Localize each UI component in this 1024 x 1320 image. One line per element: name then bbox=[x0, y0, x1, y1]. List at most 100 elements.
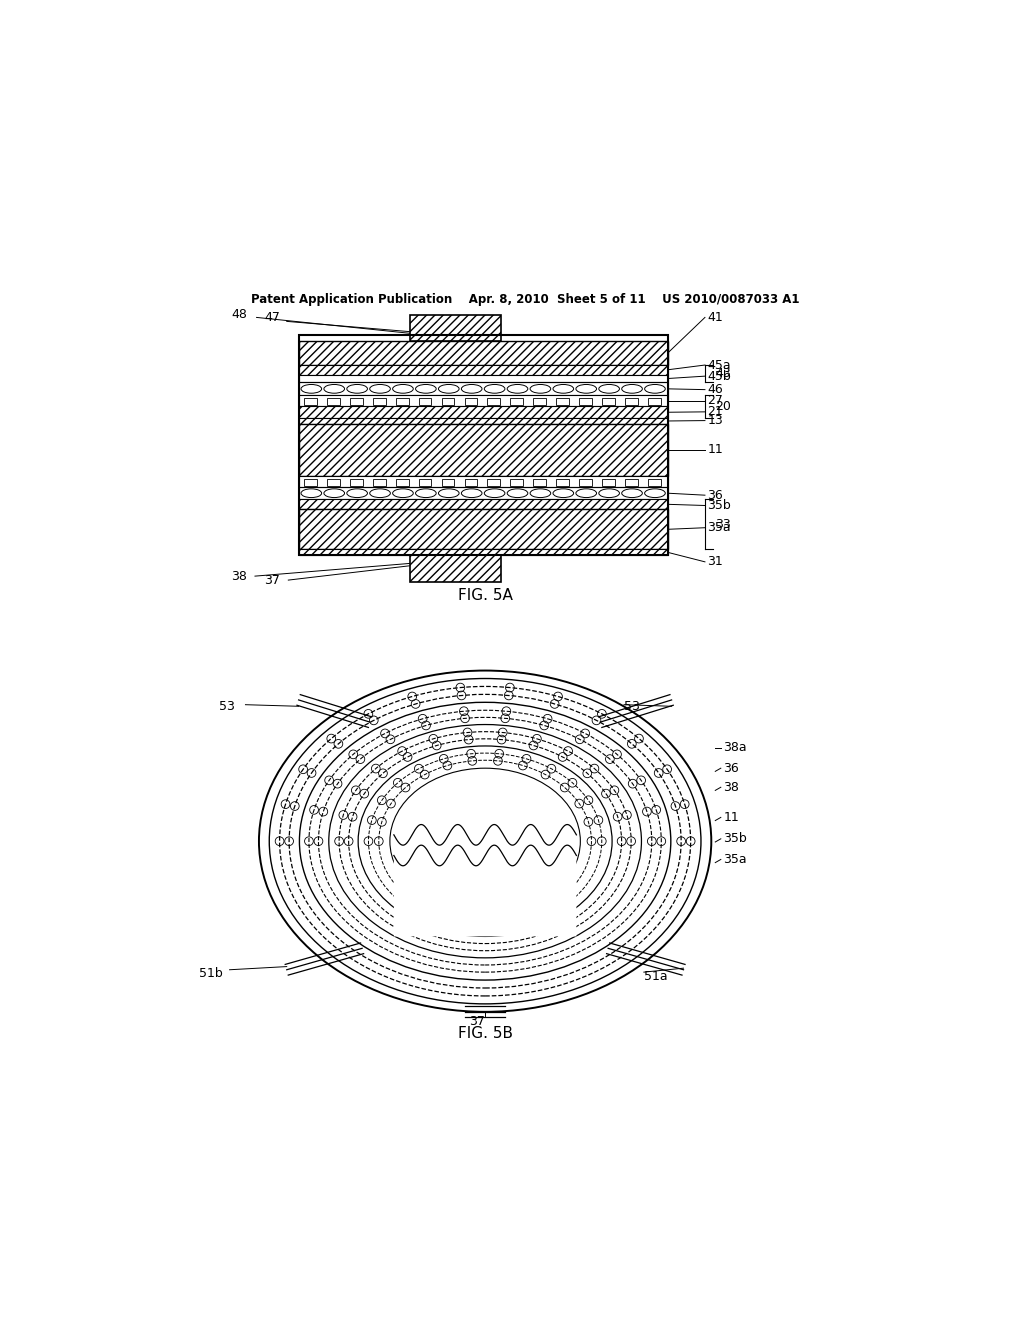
Bar bbox=[327, 397, 340, 405]
Bar bbox=[299, 510, 668, 549]
Ellipse shape bbox=[622, 384, 642, 393]
Bar bbox=[299, 335, 668, 556]
Ellipse shape bbox=[462, 488, 482, 498]
Text: 35b: 35b bbox=[708, 499, 731, 512]
Bar bbox=[350, 397, 362, 405]
Text: FIG. 5A: FIG. 5A bbox=[458, 587, 513, 603]
Text: 53: 53 bbox=[219, 700, 236, 713]
Bar bbox=[327, 479, 340, 487]
Bar bbox=[396, 479, 409, 487]
Text: FIG. 5B: FIG. 5B bbox=[458, 1026, 513, 1040]
Text: 11: 11 bbox=[723, 810, 739, 824]
Text: 46: 46 bbox=[708, 383, 723, 396]
Bar bbox=[625, 397, 638, 405]
Text: 45b: 45b bbox=[708, 370, 731, 383]
Ellipse shape bbox=[416, 384, 436, 393]
Bar bbox=[648, 397, 660, 405]
Ellipse shape bbox=[416, 488, 436, 498]
Bar bbox=[510, 479, 523, 487]
Ellipse shape bbox=[301, 384, 322, 393]
Bar bbox=[487, 479, 500, 487]
Text: 41: 41 bbox=[708, 312, 723, 323]
Ellipse shape bbox=[484, 488, 505, 498]
Bar bbox=[534, 397, 546, 405]
Ellipse shape bbox=[347, 384, 368, 393]
Bar bbox=[299, 383, 668, 395]
Bar bbox=[556, 479, 569, 487]
Ellipse shape bbox=[507, 488, 527, 498]
Ellipse shape bbox=[370, 488, 390, 498]
Bar bbox=[299, 487, 668, 499]
Bar bbox=[373, 397, 386, 405]
Text: 20: 20 bbox=[716, 400, 731, 413]
Ellipse shape bbox=[392, 384, 414, 393]
Bar bbox=[487, 397, 500, 405]
Bar bbox=[556, 397, 569, 405]
Ellipse shape bbox=[599, 384, 620, 393]
Bar bbox=[299, 342, 668, 366]
Bar bbox=[465, 479, 477, 487]
Bar bbox=[299, 375, 668, 383]
Bar bbox=[510, 397, 523, 405]
Ellipse shape bbox=[324, 488, 344, 498]
Bar bbox=[299, 499, 668, 510]
Bar bbox=[304, 479, 316, 487]
Ellipse shape bbox=[553, 384, 573, 393]
Text: 45a: 45a bbox=[708, 359, 731, 371]
Bar bbox=[299, 366, 668, 375]
Bar bbox=[419, 397, 431, 405]
Text: 48: 48 bbox=[231, 308, 247, 321]
Text: 38: 38 bbox=[231, 570, 247, 582]
Text: 31: 31 bbox=[708, 556, 723, 569]
Text: 35a: 35a bbox=[723, 853, 746, 866]
Ellipse shape bbox=[575, 384, 597, 393]
Ellipse shape bbox=[301, 488, 322, 498]
Text: 38a: 38a bbox=[723, 741, 746, 754]
Text: 37: 37 bbox=[469, 1015, 485, 1028]
Bar bbox=[441, 479, 455, 487]
Bar bbox=[580, 397, 592, 405]
Bar bbox=[410, 556, 501, 582]
Text: 21: 21 bbox=[708, 405, 723, 418]
Bar bbox=[410, 315, 501, 342]
Bar bbox=[299, 395, 668, 407]
Ellipse shape bbox=[484, 384, 505, 393]
Ellipse shape bbox=[347, 488, 368, 498]
Ellipse shape bbox=[645, 384, 666, 393]
Ellipse shape bbox=[530, 384, 551, 393]
Ellipse shape bbox=[553, 488, 573, 498]
Bar bbox=[648, 479, 660, 487]
Ellipse shape bbox=[392, 488, 414, 498]
Bar bbox=[419, 479, 431, 487]
Text: Patent Application Publication    Apr. 8, 2010  Sheet 5 of 11    US 2010/0087033: Patent Application Publication Apr. 8, 2… bbox=[251, 293, 799, 306]
Ellipse shape bbox=[507, 384, 527, 393]
Bar bbox=[304, 397, 316, 405]
Text: 38: 38 bbox=[723, 780, 739, 793]
Polygon shape bbox=[394, 825, 577, 866]
Ellipse shape bbox=[575, 488, 597, 498]
Ellipse shape bbox=[645, 488, 666, 498]
Ellipse shape bbox=[599, 488, 620, 498]
Text: 35a: 35a bbox=[708, 521, 731, 535]
Bar bbox=[350, 479, 362, 487]
Bar bbox=[299, 418, 668, 424]
Bar bbox=[625, 479, 638, 487]
Bar bbox=[299, 477, 668, 487]
Text: 27: 27 bbox=[708, 395, 723, 408]
Bar bbox=[534, 479, 546, 487]
Text: 51b: 51b bbox=[200, 968, 223, 981]
Text: 53: 53 bbox=[624, 700, 640, 713]
Ellipse shape bbox=[324, 384, 344, 393]
Polygon shape bbox=[394, 845, 577, 936]
Text: 35b: 35b bbox=[723, 833, 746, 845]
Ellipse shape bbox=[622, 488, 642, 498]
Text: 36: 36 bbox=[708, 488, 723, 502]
Bar bbox=[465, 397, 477, 405]
Text: 11: 11 bbox=[708, 444, 723, 457]
Bar bbox=[441, 397, 455, 405]
Ellipse shape bbox=[438, 384, 459, 393]
Bar bbox=[602, 397, 614, 405]
Text: 36: 36 bbox=[723, 762, 739, 775]
Ellipse shape bbox=[370, 384, 390, 393]
Text: 47: 47 bbox=[264, 312, 281, 323]
